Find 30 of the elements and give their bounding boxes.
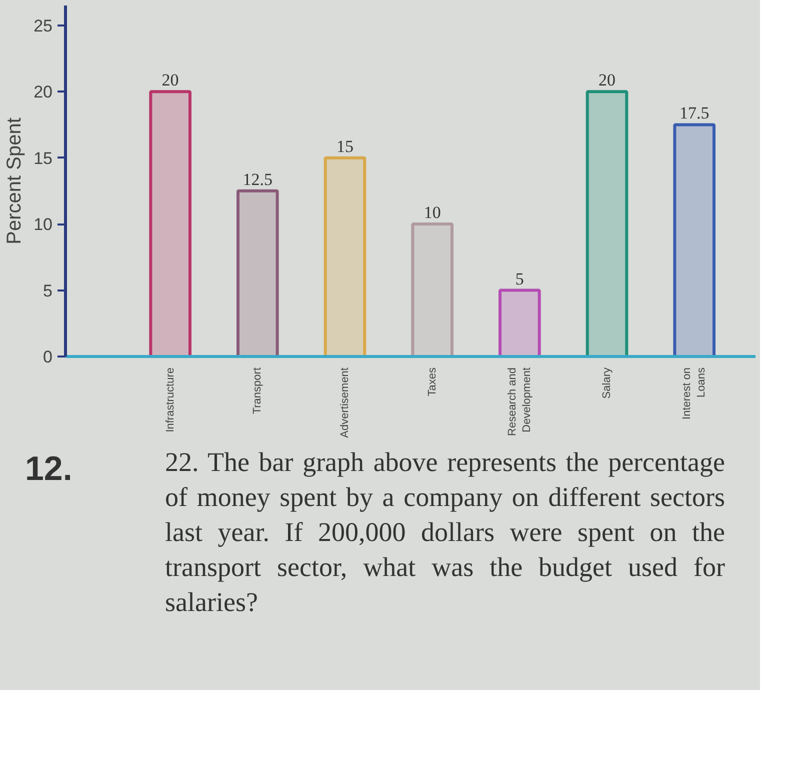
- y-tick-label: 20: [34, 82, 53, 102]
- x-tick-label: Transport: [252, 367, 264, 414]
- y-tick-label: 0: [43, 348, 53, 366]
- bar: [586, 90, 628, 356]
- y-axis-title: Percent Spent: [4, 117, 26, 244]
- y-tick-label: 15: [34, 148, 53, 168]
- data-label: 17.5: [679, 104, 710, 123]
- data-label: 12.5: [242, 170, 273, 189]
- bar: [498, 288, 541, 356]
- data-label: 10: [424, 203, 441, 222]
- bar: [236, 189, 279, 356]
- data-label: 15: [336, 136, 354, 156]
- x-tick-label: Taxes: [426, 367, 438, 396]
- x-tick-label: Research and Development: [506, 367, 533, 436]
- data-label: 20: [598, 70, 616, 90]
- y-tick-label: 5: [43, 281, 53, 300]
- x-tick-label: Interest on Loans: [681, 367, 708, 420]
- bar: [149, 90, 192, 356]
- bar: [673, 123, 716, 356]
- text: 22. The bar graph above represents the percentage of money spent by a company on different sectors last year. If 200,000 dollars were spent on the transport sector, what was the budget used for salaries?: [165, 446, 725, 620]
- data-label: 5: [515, 269, 524, 288]
- x-tick-label: Salary: [601, 367, 614, 399]
- x-tick-label: Infrastructure: [164, 367, 176, 432]
- y-tick-label: 10: [34, 215, 53, 234]
- text: 12.: [25, 449, 72, 490]
- y-tick-label: 25: [34, 16, 53, 36]
- bar: [411, 222, 454, 356]
- data-label: 20: [162, 70, 179, 90]
- bar: [324, 156, 366, 356]
- x-tick-label: Advertisement: [338, 367, 351, 438]
